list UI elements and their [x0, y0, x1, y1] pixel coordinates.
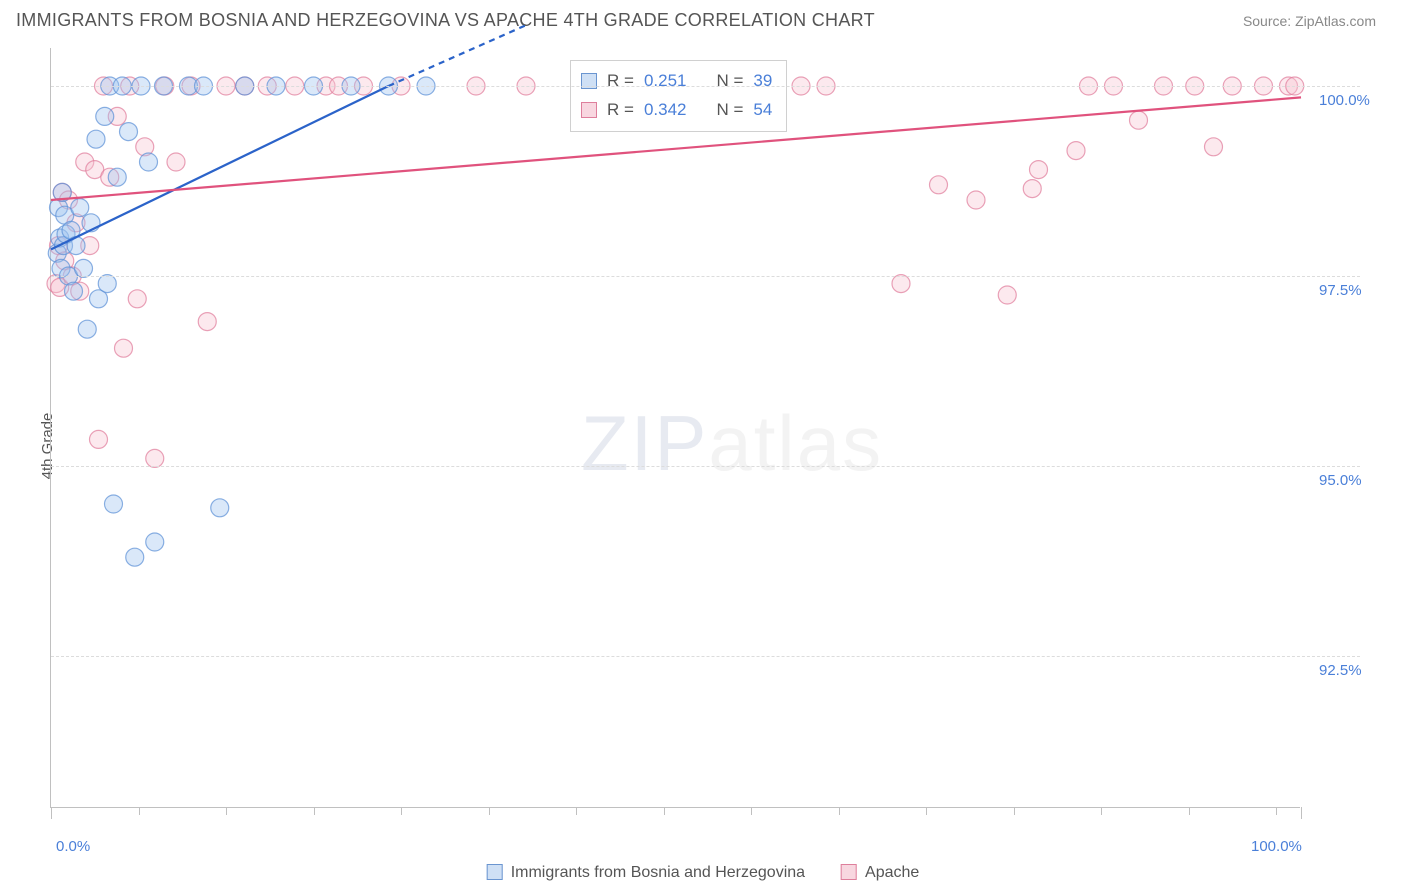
x-tick-minor: [1014, 807, 1015, 815]
data-point: [892, 275, 910, 293]
legend-n-value: 54: [753, 96, 772, 125]
legend-label-b: Apache: [865, 864, 919, 881]
gridline-h: [51, 86, 1360, 87]
x-tick-minor: [664, 807, 665, 815]
source-name: ZipAtlas.com: [1295, 13, 1376, 29]
data-point: [146, 533, 164, 551]
scatter-plot-svg: [51, 48, 1300, 807]
x-tick-minor: [1276, 807, 1277, 815]
x-tick-major: [1301, 807, 1302, 819]
data-point: [998, 286, 1016, 304]
y-tick-label: 92.5%: [1319, 662, 1362, 679]
data-point: [211, 499, 229, 517]
data-point: [75, 259, 93, 277]
legend-n-label: N =: [716, 67, 743, 96]
data-point: [96, 107, 114, 125]
data-point: [1205, 138, 1223, 156]
x-tick-minor: [314, 807, 315, 815]
data-point: [930, 176, 948, 194]
x-tick-minor: [489, 807, 490, 815]
data-point: [71, 199, 89, 217]
data-point: [98, 275, 116, 293]
y-tick-label: 97.5%: [1319, 282, 1362, 299]
legend-bottom: Immigrants from Bosnia and Herzegovina A…: [487, 864, 920, 882]
data-point: [167, 153, 185, 171]
data-point: [1030, 161, 1048, 179]
data-point: [115, 339, 133, 357]
source-prefix: Source:: [1243, 13, 1295, 29]
data-point: [90, 430, 108, 448]
x-tick-minor: [226, 807, 227, 815]
x-tick-label: 0.0%: [56, 838, 90, 855]
data-point: [198, 313, 216, 331]
y-tick-label: 100.0%: [1319, 92, 1370, 109]
data-point: [126, 548, 144, 566]
data-point: [108, 168, 126, 186]
legend-r-label: R =: [607, 96, 634, 125]
legend-inset-swatch: [581, 102, 597, 118]
legend-r-value: 0.251: [644, 67, 687, 96]
legend-inset-row: R = 0.251 N = 39: [581, 67, 772, 96]
legend-inset: R = 0.251 N = 39 R = 0.342 N = 54: [570, 60, 787, 132]
legend-r-label: R =: [607, 67, 634, 96]
x-tick-minor: [576, 807, 577, 815]
x-tick-minor: [839, 807, 840, 815]
legend-inset-swatch: [581, 73, 597, 89]
source-label: Source: ZipAtlas.com: [1243, 13, 1376, 29]
chart-plot-area: ZIPatlas R =0.251N =39R =0.342N =54 92.5…: [50, 48, 1300, 808]
y-tick-label: 95.0%: [1319, 472, 1362, 489]
x-tick-minor: [926, 807, 927, 815]
data-point: [140, 153, 158, 171]
data-point: [1130, 111, 1148, 129]
chart-title: IMMIGRANTS FROM BOSNIA AND HERZEGOVINA V…: [16, 10, 875, 31]
data-point: [1023, 180, 1041, 198]
swatch-series-a: [487, 864, 503, 880]
legend-n-label: N =: [716, 96, 743, 125]
gridline-h: [51, 276, 1360, 277]
swatch-series-b: [841, 864, 857, 880]
data-point: [65, 282, 83, 300]
x-tick-minor: [751, 807, 752, 815]
data-point: [87, 130, 105, 148]
x-tick-minor: [1101, 807, 1102, 815]
data-point: [128, 290, 146, 308]
legend-item-a: Immigrants from Bosnia and Herzegovina: [487, 864, 805, 882]
data-point: [967, 191, 985, 209]
x-tick-major: [51, 807, 52, 819]
data-point: [105, 495, 123, 513]
x-tick-minor: [401, 807, 402, 815]
legend-label-a: Immigrants from Bosnia and Herzegovina: [511, 864, 805, 881]
legend-n-value: 39: [753, 67, 772, 96]
gridline-h: [51, 466, 1360, 467]
legend-item-b: Apache: [841, 864, 919, 882]
data-point: [120, 123, 138, 141]
gridline-h: [51, 656, 1360, 657]
x-tick-label: 100.0%: [1251, 838, 1302, 855]
data-point: [146, 449, 164, 467]
x-tick-minor: [1189, 807, 1190, 815]
x-tick-minor: [139, 807, 140, 815]
data-point: [1067, 142, 1085, 160]
data-point: [78, 320, 96, 338]
legend-r-value: 0.342: [644, 96, 687, 125]
legend-inset-row: R = 0.342 N = 54: [581, 96, 772, 125]
